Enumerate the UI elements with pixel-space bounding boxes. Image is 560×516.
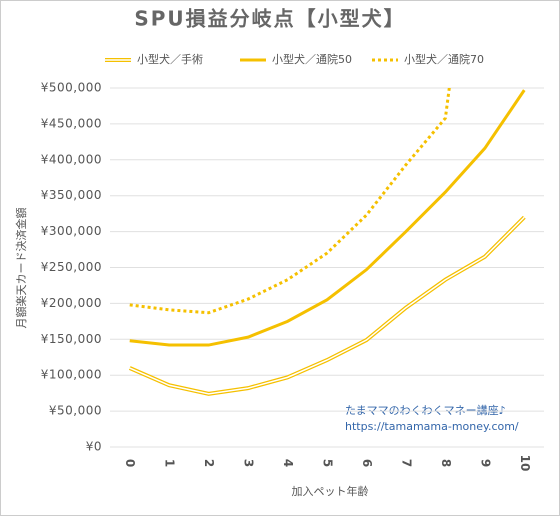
annotation: たまママのわくわくマネー講座♪ bbox=[345, 403, 506, 417]
y-axis-label: 月額楽天カード決済金額 bbox=[14, 208, 28, 329]
x-tick-label: 0 bbox=[123, 459, 137, 467]
y-tick-label: ¥400,000 bbox=[41, 152, 102, 166]
y-tick-label: ¥0 bbox=[86, 440, 102, 454]
chart-title: SPU損益分岐点【小型犬】 bbox=[134, 7, 405, 31]
x-tick-label: 7 bbox=[399, 459, 413, 467]
legend-label: 小型犬／手術 bbox=[137, 52, 203, 66]
y-tick-label: ¥350,000 bbox=[41, 188, 102, 202]
plot-area bbox=[128, 88, 526, 396]
annotation: https://tamamama-money.com/ bbox=[345, 420, 519, 433]
x-tick-label: 2 bbox=[202, 459, 216, 467]
series-line bbox=[129, 89, 526, 347]
y-tick-label: ¥50,000 bbox=[49, 404, 102, 418]
series-line-inner bbox=[129, 216, 525, 395]
legend-label: 小型犬／通院70 bbox=[404, 52, 484, 66]
x-tick-label: 5 bbox=[321, 459, 335, 467]
x-axis-label: 加入ペット年齢 bbox=[292, 484, 369, 498]
y-tick-label: ¥200,000 bbox=[41, 296, 102, 310]
legend-label: 小型犬／通院50 bbox=[272, 52, 352, 66]
y-tick-label: ¥300,000 bbox=[41, 224, 102, 238]
x-tick-label: 8 bbox=[439, 459, 453, 467]
y-tick-label: ¥450,000 bbox=[41, 116, 102, 130]
x-tick-label: 9 bbox=[478, 459, 492, 467]
y-tick-label: ¥250,000 bbox=[41, 260, 102, 274]
x-tick-label: 1 bbox=[163, 459, 177, 467]
x-tick-label: 4 bbox=[281, 459, 295, 467]
y-tick-label: ¥500,000 bbox=[41, 81, 102, 95]
x-tick-label: 10 bbox=[518, 455, 532, 472]
series-line bbox=[129, 88, 451, 315]
x-tick-label: 6 bbox=[360, 459, 374, 467]
x-tick-label: 3 bbox=[242, 459, 256, 467]
y-tick-label: ¥150,000 bbox=[41, 332, 102, 346]
y-tick-label: ¥100,000 bbox=[41, 368, 102, 382]
